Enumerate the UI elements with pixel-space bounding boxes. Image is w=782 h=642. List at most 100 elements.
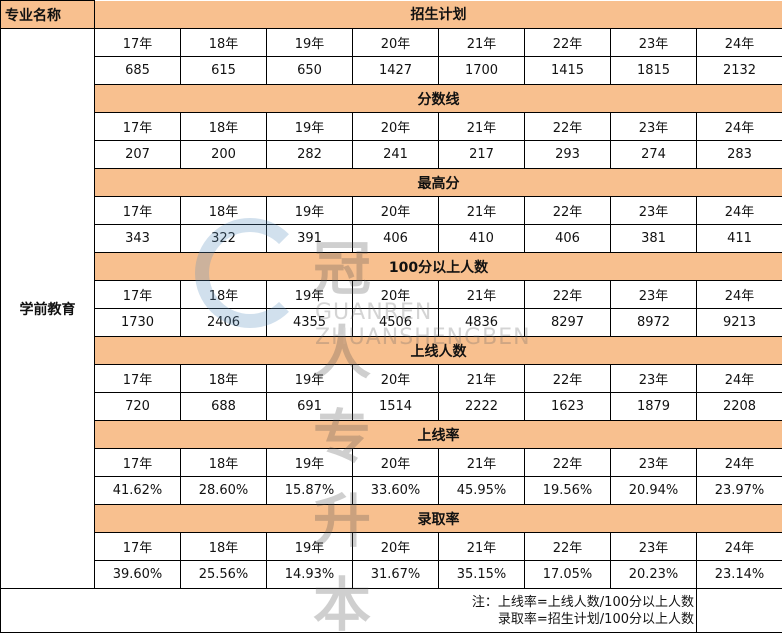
year-cell: 18年 <box>181 449 267 477</box>
year-cell: 17年 <box>95 281 181 309</box>
value-row: 41.62%28.60%15.87%33.60%45.95%19.56%20.9… <box>1 477 782 505</box>
value-cell: 322 <box>181 225 267 253</box>
value-cell: 2222 <box>439 393 525 421</box>
value-cell: 14.93% <box>267 561 353 589</box>
corner-label: 专业名称 <box>1 1 95 29</box>
value-cell: 17.05% <box>525 561 611 589</box>
value-cell: 15.87% <box>267 477 353 505</box>
value-cell: 282 <box>267 141 353 169</box>
year-cell: 21年 <box>439 533 525 561</box>
value-cell: 1623 <box>525 393 611 421</box>
value-cell: 45.95% <box>439 477 525 505</box>
section-title: 100分以上人数 <box>95 253 782 281</box>
year-cell: 20年 <box>353 29 439 57</box>
year-cell: 21年 <box>439 281 525 309</box>
year-cell: 17年 <box>95 449 181 477</box>
year-cell: 18年 <box>181 365 267 393</box>
value-cell: 293 <box>525 141 611 169</box>
value-cell: 23.97% <box>697 477 782 505</box>
year-cell: 22年 <box>525 365 611 393</box>
year-cell: 18年 <box>181 281 267 309</box>
year-cell: 19年 <box>267 533 353 561</box>
year-cell: 20年 <box>353 449 439 477</box>
year-cell: 18年 <box>181 533 267 561</box>
year-cell: 19年 <box>267 365 353 393</box>
year-cell: 18年 <box>181 197 267 225</box>
year-cell: 18年 <box>181 113 267 141</box>
value-cell: 4506 <box>353 309 439 337</box>
year-cell: 21年 <box>439 197 525 225</box>
value-cell: 720 <box>95 393 181 421</box>
value-cell: 2208 <box>697 393 782 421</box>
value-cell: 200 <box>181 141 267 169</box>
year-cell: 23年 <box>611 113 697 141</box>
note-row: 注：上线率=上线人数/100分以上人数录取率=招生计划/100分以上人数 <box>1 589 782 633</box>
year-cell: 22年 <box>525 113 611 141</box>
year-cell: 19年 <box>267 281 353 309</box>
value-cell: 283 <box>697 141 782 169</box>
year-cell: 17年 <box>95 365 181 393</box>
year-cell: 24年 <box>697 113 782 141</box>
year-cell: 23年 <box>611 449 697 477</box>
section-header-row: 专业名称招生计划 <box>1 1 782 29</box>
year-cell: 24年 <box>697 449 782 477</box>
value-cell: 650 <box>267 57 353 85</box>
section-header-row: 100分以上人数 <box>1 253 782 281</box>
major-name: 学前教育 <box>1 29 95 589</box>
year-cell: 23年 <box>611 365 697 393</box>
section-header-row: 分数线 <box>1 85 782 113</box>
value-cell: 20.94% <box>611 477 697 505</box>
value-cell: 31.67% <box>353 561 439 589</box>
year-cell: 21年 <box>439 113 525 141</box>
value-cell: 391 <box>267 225 353 253</box>
value-cell: 615 <box>181 57 267 85</box>
value-cell: 207 <box>95 141 181 169</box>
value-cell: 241 <box>353 141 439 169</box>
year-cell: 24年 <box>697 29 782 57</box>
year-cell: 17年 <box>95 197 181 225</box>
year-cell: 17年 <box>95 533 181 561</box>
value-cell: 1730 <box>95 309 181 337</box>
year-cell: 21年 <box>439 365 525 393</box>
value-cell: 1879 <box>611 393 697 421</box>
year-cell: 19年 <box>267 449 353 477</box>
year-cell: 23年 <box>611 281 697 309</box>
value-cell: 19.56% <box>525 477 611 505</box>
value-cell: 8297 <box>525 309 611 337</box>
year-cell: 22年 <box>525 29 611 57</box>
value-cell: 1415 <box>525 57 611 85</box>
section-title: 录取率 <box>95 505 782 533</box>
value-cell: 20.23% <box>611 561 697 589</box>
value-cell: 28.60% <box>181 477 267 505</box>
year-cell: 18年 <box>181 29 267 57</box>
note-line-2: 录取率=招生计划/100分以上人数 <box>1 611 694 628</box>
value-cell: 9213 <box>697 309 782 337</box>
year-cell: 20年 <box>353 113 439 141</box>
year-cell: 17年 <box>95 113 181 141</box>
value-cell: 1815 <box>611 57 697 85</box>
value-cell: 1700 <box>439 57 525 85</box>
value-cell: 274 <box>611 141 697 169</box>
section-title: 上线率 <box>95 421 782 449</box>
value-cell: 2406 <box>181 309 267 337</box>
section-title: 最高分 <box>95 169 782 197</box>
note: 注：上线率=上线人数/100分以上人数录取率=招生计划/100分以上人数 <box>1 589 697 633</box>
section-header-row: 录取率 <box>1 505 782 533</box>
value-cell: 1427 <box>353 57 439 85</box>
value-row: 39.60%25.56%14.93%31.67%35.15%17.05%20.2… <box>1 561 782 589</box>
value-cell: 406 <box>525 225 611 253</box>
year-cell: 17年 <box>95 29 181 57</box>
value-cell: 8972 <box>611 309 697 337</box>
year-cell: 20年 <box>353 533 439 561</box>
section-header-row: 上线率 <box>1 421 782 449</box>
